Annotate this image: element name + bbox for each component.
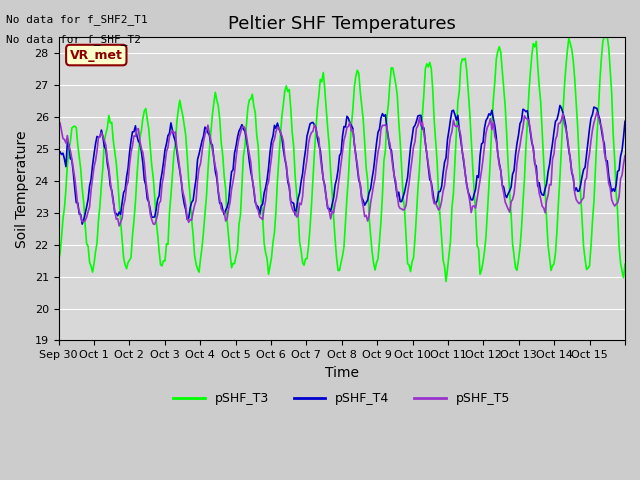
pSHF_T3	[460, 57, 468, 62]
pSHF_T3	[54, 257, 62, 263]
pSHF_T3	[544, 242, 552, 248]
pSHF_T4	[54, 148, 62, 154]
pSHF_T5	[74, 204, 81, 209]
Line: pSHF_T3: pSHF_T3	[58, 32, 625, 282]
pSHF_T3	[74, 142, 81, 148]
pSHF_T5	[593, 109, 601, 115]
Text: No data for f_SHF2_T1: No data for f_SHF2_T1	[6, 14, 148, 25]
Legend: pSHF_T3, pSHF_T4, pSHF_T5: pSHF_T3, pSHF_T4, pSHF_T5	[168, 387, 515, 410]
pSHF_T3	[346, 145, 354, 151]
Line: pSHF_T4: pSHF_T4	[58, 106, 625, 224]
Y-axis label: Soil Temperature: Soil Temperature	[15, 130, 29, 248]
Line: pSHF_T5: pSHF_T5	[58, 112, 625, 226]
pSHF_T5	[348, 128, 355, 134]
Title: Peltier SHF Temperatures: Peltier SHF Temperatures	[228, 15, 456, 33]
X-axis label: Time: Time	[324, 366, 359, 380]
Text: VR_met: VR_met	[70, 48, 123, 61]
pSHF_T4	[621, 119, 629, 124]
pSHF_T3	[442, 279, 450, 285]
pSHF_T5	[544, 192, 552, 198]
pSHF_T4	[74, 200, 81, 206]
pSHF_T3	[620, 275, 627, 280]
pSHF_T5	[92, 158, 99, 164]
pSHF_T4	[556, 103, 564, 108]
pSHF_T4	[93, 133, 101, 139]
pSHF_T4	[620, 134, 627, 140]
pSHF_T5	[54, 122, 62, 128]
pSHF_T5	[621, 153, 629, 158]
pSHF_T3	[92, 249, 99, 255]
pSHF_T5	[460, 156, 468, 162]
pSHF_T4	[348, 122, 355, 128]
Text: No data for f_SHF_T2: No data for f_SHF_T2	[6, 34, 141, 45]
pSHF_T3	[602, 29, 610, 35]
pSHF_T5	[115, 223, 123, 229]
pSHF_T4	[460, 159, 468, 165]
pSHF_T4	[78, 221, 86, 227]
pSHF_T3	[621, 261, 629, 267]
pSHF_T5	[620, 161, 627, 167]
pSHF_T4	[544, 169, 552, 175]
